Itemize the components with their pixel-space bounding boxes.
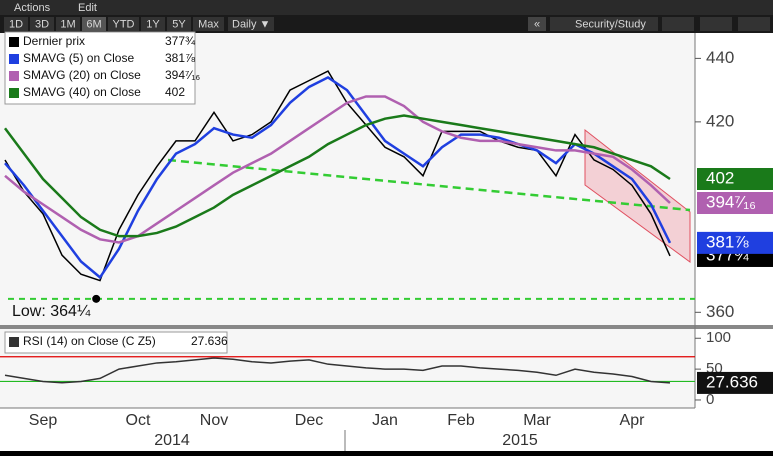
period-button[interactable]	[167, 17, 191, 31]
last-value-label: 402	[706, 168, 734, 187]
legend-value: 27.636	[191, 334, 228, 348]
last-value-label: 394⁷⁄₁₆	[706, 192, 756, 211]
separator	[0, 325, 773, 329]
legend-value: 381⅞	[165, 51, 196, 65]
interval-button[interactable]	[228, 17, 274, 31]
series-line	[4, 357, 671, 384]
series-line	[3, 114, 671, 238]
period-button[interactable]	[193, 17, 224, 31]
period-label: 5Y	[172, 18, 186, 30]
year-label: 2015	[502, 432, 538, 449]
period-label: 1M	[60, 18, 75, 30]
last-value-box	[697, 231, 773, 254]
legend-value: 377¾	[165, 34, 196, 48]
x-tick-label: Jan	[372, 412, 398, 429]
legend-label: SMAVG (20) on Close	[23, 68, 141, 82]
legend-swatch	[9, 37, 19, 47]
legend-value: 402	[165, 85, 185, 99]
legend-value: 394⁷⁄₁₆	[165, 68, 200, 82]
legend	[4, 31, 196, 105]
period-label: 1D	[9, 18, 23, 30]
last-value-box	[697, 192, 773, 215]
period-button[interactable]	[30, 17, 54, 31]
y-tick-label: 360	[706, 302, 734, 321]
period-button[interactable]	[82, 17, 106, 31]
period-label: Max	[198, 18, 219, 30]
rsi-axis	[695, 329, 773, 408]
study-button[interactable]	[550, 17, 658, 31]
legend-label: Dernier prix	[23, 34, 85, 48]
trend-line	[167, 158, 691, 212]
icon-button[interactable]	[738, 17, 770, 31]
low-label: Low: 364¼	[12, 303, 91, 320]
menu-item[interactable]: Actions	[14, 2, 51, 14]
last-value-box	[697, 168, 773, 190]
period-button[interactable]	[108, 17, 139, 31]
collapse-label: «	[534, 18, 540, 30]
x-tick-label: Apr	[620, 412, 646, 429]
x-tick-label: Oct	[126, 412, 151, 429]
legend-label: RSI (14) on Close (C Z5)	[23, 334, 156, 348]
x-tick-label: Sep	[29, 412, 58, 429]
collapse-button[interactable]	[528, 17, 546, 31]
icon-button[interactable]	[700, 17, 732, 31]
legend-label: SMAVG (40) on Close	[23, 85, 141, 99]
series-line	[4, 75, 672, 280]
x-tick-label: Nov	[200, 412, 228, 429]
legend-swatch	[9, 71, 19, 81]
y-tick-label: 440	[706, 48, 734, 67]
x-tick-label: Feb	[447, 412, 475, 429]
period-label: 6M	[86, 18, 101, 30]
last-value-label: 381⅞	[706, 232, 749, 251]
period-label: 3D	[35, 18, 49, 30]
x-tick-label: Mar	[523, 412, 551, 429]
legend	[4, 331, 228, 354]
menu-bar	[0, 0, 773, 15]
y-tick-label: 0	[706, 391, 714, 408]
period-button[interactable]	[141, 17, 165, 31]
low-marker	[92, 294, 101, 303]
year-label: 2014	[154, 432, 190, 449]
x-tick-label: Dec	[295, 412, 323, 429]
menu-item[interactable]: Edit	[78, 2, 97, 14]
x-axis	[0, 408, 773, 451]
y-tick-label: 420	[706, 111, 734, 130]
icon-button[interactable]	[662, 17, 694, 31]
legend-swatch	[9, 337, 19, 347]
legend-swatch	[9, 54, 19, 64]
period-label: YTD	[113, 18, 135, 30]
last-value-box	[697, 371, 773, 394]
legend-label: SMAVG (5) on Close	[23, 51, 134, 65]
y-tick-label: 100	[706, 329, 731, 346]
legend-swatch	[9, 88, 19, 98]
study-label: Security/Study	[575, 18, 646, 30]
interval-label: Daily ▼	[232, 18, 270, 30]
series-line	[4, 95, 671, 244]
period-label: 1Y	[146, 18, 160, 30]
period-button[interactable]	[4, 17, 28, 31]
last-value-label: 27.636	[706, 372, 758, 391]
period-button[interactable]	[56, 17, 80, 31]
series-line	[4, 70, 671, 282]
